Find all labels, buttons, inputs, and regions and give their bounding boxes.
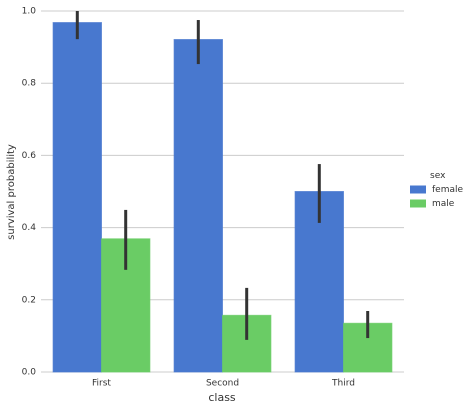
x-tick-label: First <box>92 379 111 389</box>
y-tick-label: 0.0 <box>22 368 37 378</box>
y-tick-label: 0.8 <box>22 79 37 89</box>
x-axis-label: class <box>208 391 236 404</box>
legend-label: female <box>432 185 463 195</box>
y-tick-label: 0.6 <box>22 151 37 161</box>
bar <box>52 22 102 373</box>
y-axis-label: survival probability <box>6 144 17 240</box>
legend-swatch <box>410 199 426 208</box>
x-tick-label: Third <box>331 379 355 389</box>
legend-label: male <box>432 199 455 209</box>
legend-title: sex <box>430 171 446 181</box>
x-tick-label: Second <box>206 379 239 389</box>
bar <box>173 39 224 373</box>
y-tick-label: 0.2 <box>22 295 36 305</box>
y-tick-label: 0.4 <box>22 223 37 233</box>
y-tick-label: 1.0 <box>22 7 37 17</box>
legend-swatch <box>410 185 426 194</box>
